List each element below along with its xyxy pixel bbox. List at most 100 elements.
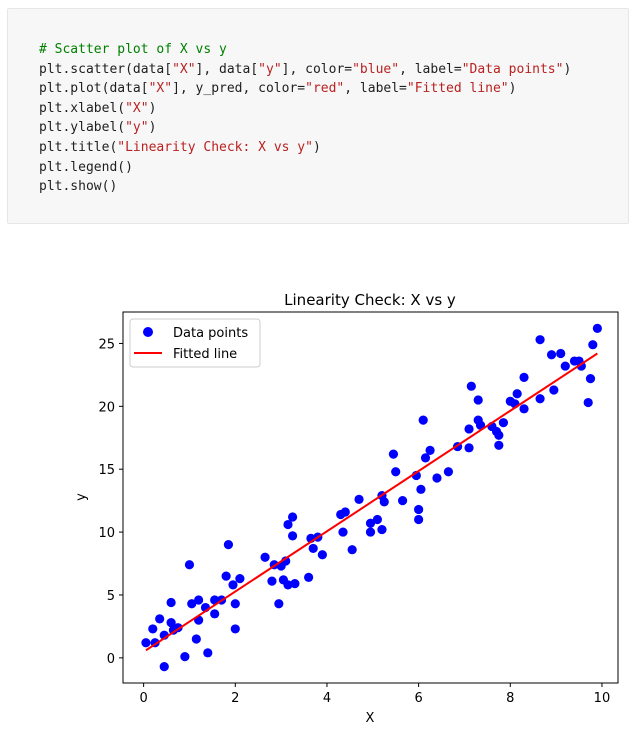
- code-string: "Fitted line": [406, 81, 509, 97]
- data-point: [354, 494, 364, 504]
- data-point: [141, 638, 151, 648]
- data-point: [535, 335, 545, 345]
- data-point: [221, 571, 231, 581]
- code-token: ], y_pred, color=: [172, 81, 306, 97]
- x-tick-label: 2: [231, 691, 239, 706]
- data-point: [391, 467, 401, 477]
- data-point: [308, 543, 318, 554]
- code-cell[interactable]: # Scatter plot of X vs y plt.scatter(dat…: [7, 8, 629, 224]
- data-point: [494, 440, 504, 450]
- data-point: [418, 415, 428, 425]
- data-point: [184, 560, 195, 570]
- data-point: [556, 348, 566, 359]
- plot-area: [122, 311, 619, 684]
- data-point: [230, 624, 240, 634]
- data-point: [535, 394, 545, 404]
- code-token: plt.show(): [39, 179, 118, 195]
- code-token: plt.legend(): [39, 159, 133, 175]
- code-editor[interactable]: # Scatter plot of X vs y plt.scatter(dat…: [39, 40, 571, 197]
- data-point: [546, 350, 557, 360]
- data-point: [420, 453, 431, 463]
- code-line: plt.xlabel("X"): [39, 101, 156, 116]
- data-point: [549, 385, 559, 395]
- data-point: [494, 430, 504, 440]
- data-point: [155, 614, 165, 624]
- code-token: ): [148, 100, 157, 116]
- data-point: [210, 595, 220, 605]
- data-point: [180, 651, 190, 662]
- data-point: [498, 418, 509, 428]
- code-token: plt.plot(data[: [39, 81, 149, 97]
- data-point: [340, 507, 350, 517]
- data-point: [585, 374, 596, 384]
- data-point: [560, 361, 570, 371]
- y-axis-label: y: [74, 493, 89, 501]
- code-line: plt.title("Linearity Check: X vs y"): [39, 140, 321, 155]
- y-tick-label: 10: [98, 526, 115, 541]
- code-line: plt.ylabel("y"): [39, 120, 156, 135]
- x-tick-label: 4: [323, 691, 331, 706]
- code-token: ): [508, 81, 517, 97]
- code-line: plt.legend(): [39, 160, 133, 175]
- code-token: ): [563, 61, 572, 77]
- code-line: plt.plot(data["X"], y_pred, color="red",…: [39, 81, 516, 96]
- data-point: [228, 580, 238, 590]
- data-point: [290, 579, 300, 589]
- data-point: [210, 609, 220, 619]
- code-token: ], data[: [195, 61, 259, 77]
- data-point: [338, 527, 348, 537]
- data-point: [281, 556, 291, 566]
- data-point: [576, 361, 586, 371]
- code-line: plt.show(): [39, 179, 117, 194]
- data-point: [274, 599, 284, 609]
- code-string: "y": [258, 61, 282, 77]
- data-point: [166, 597, 176, 608]
- data-point: [425, 445, 435, 455]
- data-point: [377, 524, 387, 535]
- code-token: ): [312, 139, 321, 155]
- data-point: [372, 514, 382, 525]
- x-tick-label: 6: [414, 691, 422, 706]
- data-point: [365, 518, 376, 528]
- chart-title: Linearity Check: X vs y: [284, 291, 456, 309]
- code-token: plt.scatter(data[: [39, 61, 173, 77]
- y-tick-label: 5: [107, 589, 115, 604]
- data-point: [347, 545, 357, 555]
- code-token: , label=: [399, 61, 462, 77]
- data-point: [414, 504, 424, 515]
- x-tick-label: 8: [506, 691, 514, 706]
- fitted-line: [145, 352, 598, 652]
- data-point: [260, 552, 270, 562]
- data-point: [267, 576, 277, 586]
- data-point: [464, 443, 474, 453]
- code-string: "X": [148, 81, 173, 97]
- legend-label-fitted-line: Fitted line: [173, 347, 237, 362]
- y-tick-label: 0: [107, 652, 115, 667]
- data-point: [432, 473, 442, 483]
- data-point: [397, 496, 408, 506]
- code-token: plt.title(: [39, 139, 118, 155]
- data-point: [230, 599, 240, 609]
- data-point: [464, 424, 474, 434]
- data-point: [283, 519, 293, 530]
- code-token: ): [148, 120, 157, 136]
- data-point: [235, 574, 245, 584]
- code-string: "Data points": [461, 61, 564, 77]
- data-point: [159, 662, 169, 672]
- code-string: "red": [305, 81, 345, 97]
- x-axis-label: X: [366, 711, 375, 726]
- x-tick-label: 0: [139, 691, 147, 706]
- data-point: [473, 395, 483, 405]
- code-line: plt.scatter(data["X"], data["y"], color=…: [39, 62, 571, 77]
- data-point: [443, 467, 454, 477]
- scatter-chart: Linearity Check: X vs y 0 2 4 6 8 10 0 5 10 15 20 2…: [74, 291, 619, 726]
- x-tick-label: 10: [594, 691, 611, 706]
- data-point: [283, 580, 293, 590]
- data-point: [583, 397, 593, 408]
- data-point: [191, 634, 201, 644]
- y-tick-label: 20: [98, 400, 115, 415]
- data-point: [287, 512, 298, 522]
- y-tick-label: 15: [98, 463, 115, 478]
- data-point: [166, 618, 176, 628]
- legend-marker-data-points: [143, 327, 153, 337]
